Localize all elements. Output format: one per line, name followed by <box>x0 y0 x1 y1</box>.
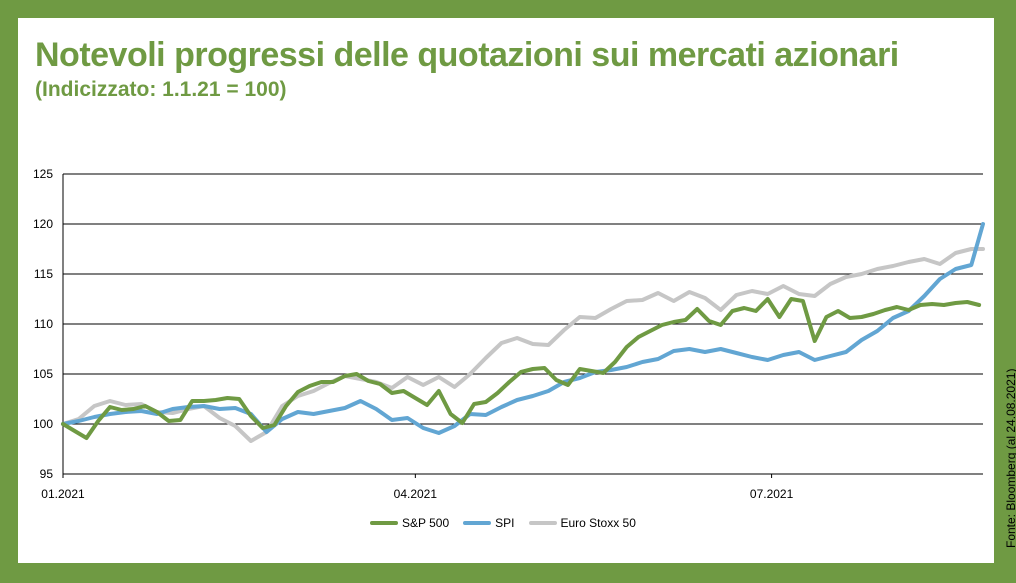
legend-item-sp500: S&P 500 <box>370 516 449 530</box>
x-tick-label: 07.2021 <box>750 487 794 501</box>
chart-title: Notevoli progressi delle quotazioni sui … <box>35 36 899 74</box>
y-tick-label: 95 <box>40 467 54 481</box>
source-note: Fonte: Bloomberg (al 24.08.2021) <box>1004 368 1016 548</box>
legend-swatch-eurostoxx <box>528 521 557 525</box>
legend-label-sp500: S&P 500 <box>402 516 450 530</box>
x-tick-label: 01.2021 <box>41 487 85 501</box>
chart-subtitle: (Indicizzato: 1.1.21 = 100) <box>35 78 287 101</box>
gridlines <box>63 173 983 425</box>
y-tick-label: 115 <box>34 267 53 281</box>
series-line-spi <box>61 222 985 435</box>
y-tick-label: 120 <box>33 217 53 231</box>
y-tick-label: 110 <box>34 317 53 331</box>
legend-label-spi: SPI <box>495 516 515 530</box>
legend-swatch-spi <box>463 521 492 525</box>
legend-swatch-sp500 <box>370 521 398 525</box>
chart-panel <box>18 18 994 563</box>
axes: 95 100 105 110 115 120 125 01.2021 04.2021 07.202… <box>33 167 983 501</box>
legend-item-eurostoxx: Euro Stoxx 50 <box>528 516 636 530</box>
series-line-sp500 <box>61 297 982 440</box>
y-tick-label: 100 <box>33 417 53 431</box>
series-line-eurostoxx <box>61 247 985 443</box>
y-tick-label: 125 <box>33 167 53 181</box>
legend: S&P 500 SPI Euro Stoxx 50 <box>370 516 636 530</box>
x-tick-label: 04.2021 <box>394 487 438 501</box>
legend-item-spi: SPI <box>463 516 515 530</box>
y-tick-label: 105 <box>33 367 53 381</box>
series-lines <box>61 222 985 443</box>
legend-label-eurostoxx: Euro Stoxx 50 <box>560 516 636 530</box>
